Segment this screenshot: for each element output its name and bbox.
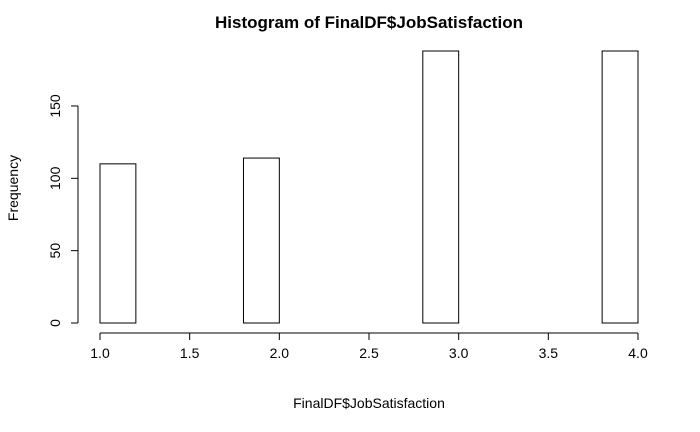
bars-group xyxy=(99,50,639,324)
y-axis: 0 50 100 150 xyxy=(47,94,79,327)
x-tick-label: 3.0 xyxy=(449,345,469,361)
y-tick-label: 0 xyxy=(47,319,63,327)
x-tick-label: 1.0 xyxy=(90,345,110,361)
x-tick-label: 1.5 xyxy=(180,345,200,361)
x-tick-label: 4.0 xyxy=(628,345,648,361)
y-axis-label: Frequency xyxy=(5,155,21,221)
y-tick-label: 50 xyxy=(47,243,63,259)
x-axis: 1.0 1.5 2.0 2.5 3.0 3.5 4.0 xyxy=(90,332,648,361)
x-tick-label: 2.5 xyxy=(359,345,379,361)
x-axis-label: FinalDF$JobSatisfaction xyxy=(293,395,445,411)
x-tick-label: 2.0 xyxy=(270,345,290,361)
histogram-bar-9 xyxy=(422,50,460,324)
x-tick-label: 3.5 xyxy=(539,345,559,361)
y-tick-label: 150 xyxy=(47,94,63,118)
chart-title: Histogram of FinalDF$JobSatisfaction xyxy=(215,13,523,32)
histogram-bar-14 xyxy=(601,50,639,324)
histogram-bar-0 xyxy=(99,163,137,324)
y-tick-label: 100 xyxy=(47,166,63,190)
histogram-bar-4 xyxy=(242,157,280,324)
